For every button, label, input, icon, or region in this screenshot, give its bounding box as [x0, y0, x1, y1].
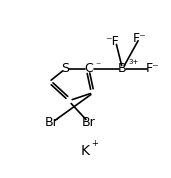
Text: F⁻: F⁻	[146, 62, 160, 75]
Text: ⁻: ⁻	[96, 61, 101, 71]
Text: F⁻: F⁻	[133, 32, 146, 45]
Text: C: C	[84, 62, 93, 75]
Text: ⁻F: ⁻F	[106, 35, 119, 48]
Text: 3+: 3+	[128, 59, 139, 65]
Text: B: B	[118, 62, 127, 75]
Text: K: K	[81, 144, 90, 158]
Text: S: S	[61, 62, 69, 75]
Text: Br: Br	[45, 116, 59, 129]
Text: Br: Br	[82, 116, 96, 129]
Text: +: +	[91, 138, 98, 148]
